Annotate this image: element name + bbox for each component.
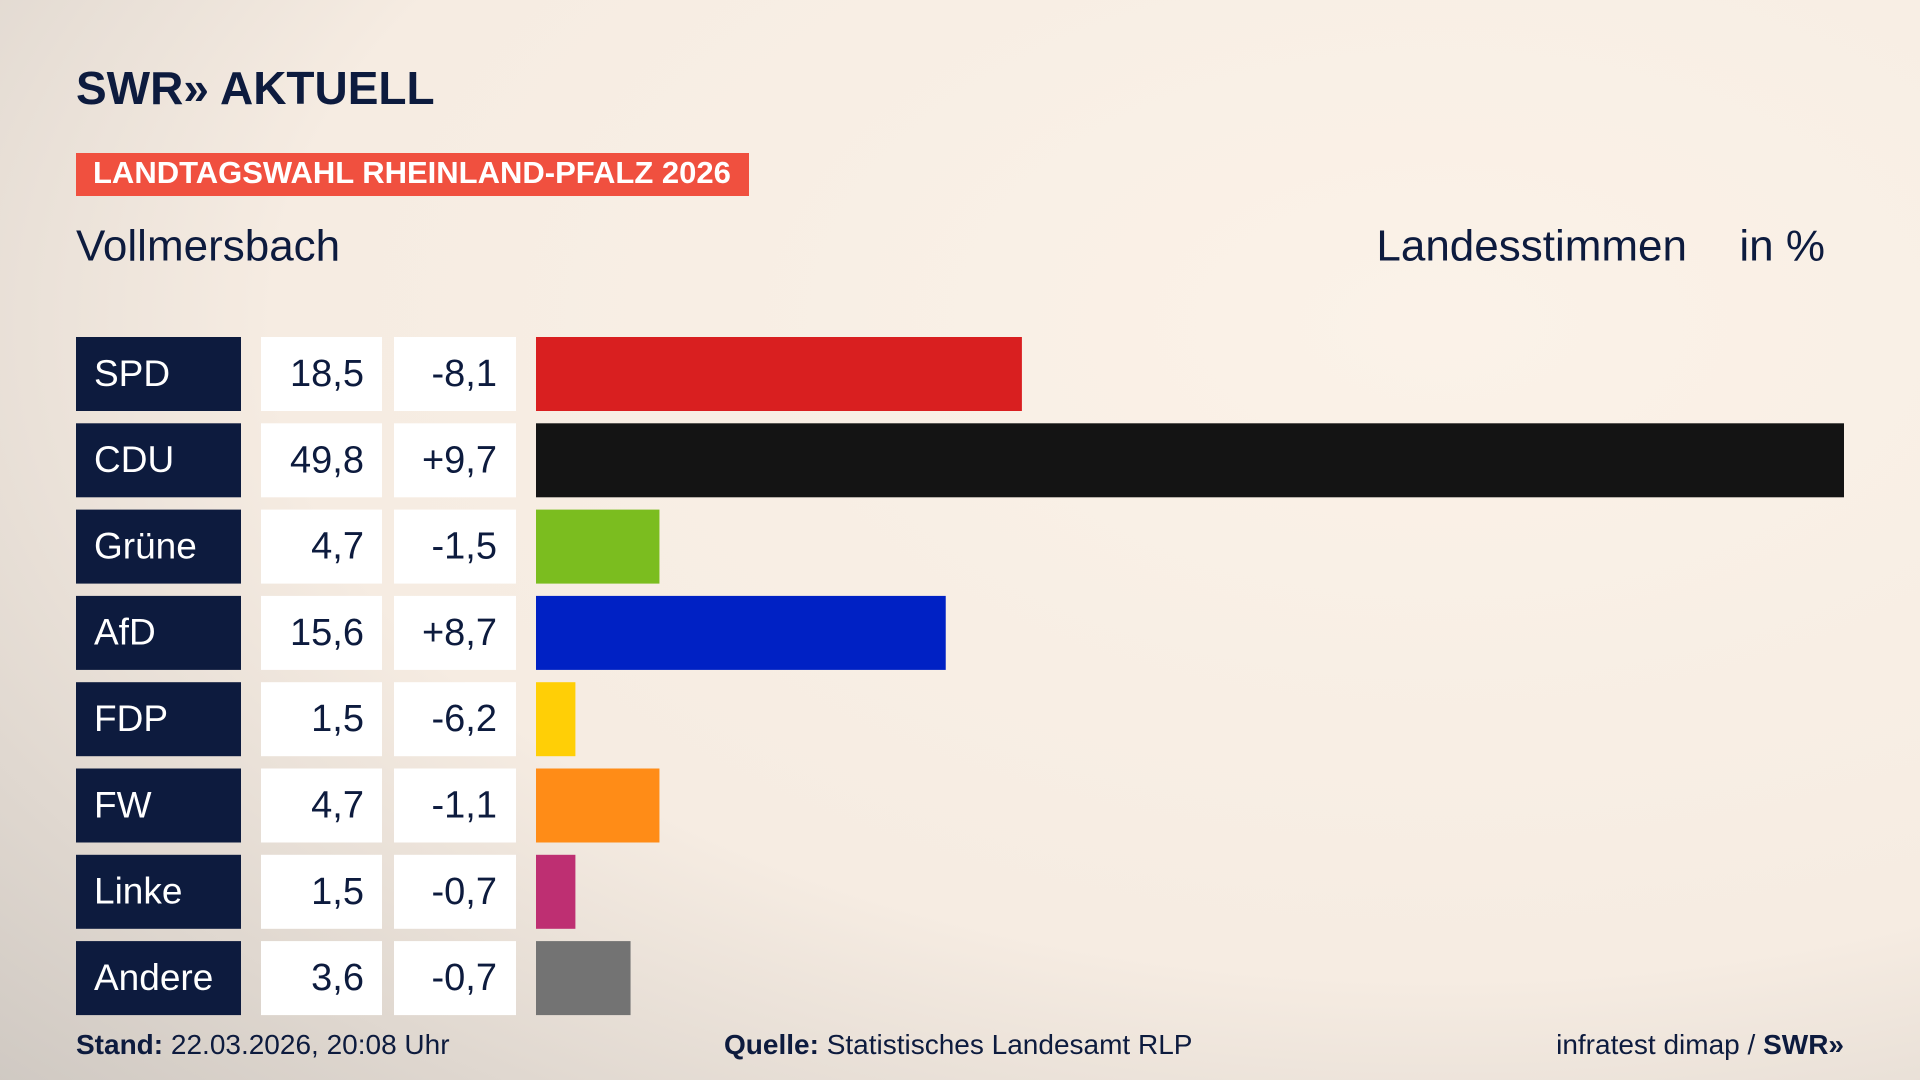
- change-box: [394, 682, 516, 757]
- change-label: -0,7: [432, 957, 497, 999]
- value-label: 15,6: [290, 612, 364, 654]
- change-box: [394, 768, 516, 843]
- value-label: 4,7: [311, 785, 364, 827]
- party-label: FW: [94, 784, 152, 825]
- footer-source: Quelle: Statistisches Landesamt RLP: [724, 1029, 1192, 1060]
- value-label: 1,5: [311, 871, 364, 913]
- value-box: [261, 682, 382, 757]
- measure: Landesstimmen: [1376, 222, 1687, 271]
- party-label: Linke: [94, 871, 182, 912]
- change-box: [394, 854, 516, 929]
- change-box: [394, 337, 516, 411]
- value-label: 3,6: [311, 957, 364, 999]
- change-box: [394, 595, 516, 670]
- value-box: [261, 941, 382, 1016]
- credit: infratest dimap /: [1556, 1029, 1755, 1060]
- source: Statistisches Landesamt RLP: [827, 1029, 1193, 1060]
- brand-logo: SWR» AKTUELL: [76, 62, 435, 114]
- unit: in %: [1739, 222, 1825, 271]
- stand: 22.03.2026, 20:08 Uhr: [171, 1029, 450, 1060]
- change-label: -6,2: [432, 698, 497, 740]
- title-box: [76, 153, 749, 196]
- value-box: [261, 337, 382, 411]
- value-box: [261, 595, 382, 670]
- party-label: Grüne: [94, 525, 197, 566]
- value-label: 1,5: [311, 698, 364, 740]
- change-box: [394, 941, 516, 1016]
- subtitle: Vollmersbach: [76, 222, 340, 271]
- bar: [536, 768, 660, 843]
- bar: [536, 941, 631, 1016]
- party-box: [76, 595, 241, 670]
- party-box: [76, 768, 241, 843]
- chart-title: LANDTAGSWAHL RHEINLAND-PFALZ 2026: [93, 155, 731, 190]
- value-label: 18,5: [290, 353, 364, 395]
- value-label: 49,8: [290, 439, 364, 481]
- bar: [536, 509, 660, 584]
- footer-credit: infratest dimap / SWR»: [1556, 1029, 1844, 1060]
- change-label: -8,1: [432, 353, 497, 395]
- change-label: -0,7: [432, 871, 497, 913]
- change-label: +9,7: [422, 439, 497, 481]
- change-label: +8,7: [422, 612, 497, 654]
- party-label: AfD: [94, 612, 156, 653]
- stand-label: Stand:: [76, 1029, 163, 1060]
- party-box: [76, 941, 241, 1016]
- footer-stand: Stand: 22.03.2026, 20:08 Uhr: [76, 1029, 450, 1060]
- value-box: [261, 509, 382, 584]
- party-label: FDP: [94, 698, 168, 739]
- party-box: [76, 423, 241, 498]
- party-label: SPD: [94, 353, 170, 394]
- party-label: Andere: [94, 957, 213, 998]
- change-label: -1,1: [432, 785, 497, 827]
- party-box: [76, 682, 241, 757]
- party-label: CDU: [94, 439, 174, 480]
- value-box: [261, 768, 382, 843]
- bar: [536, 595, 946, 670]
- party-box: [76, 337, 241, 411]
- value-box: [261, 854, 382, 929]
- bar: [536, 337, 1022, 411]
- value-label: 4,7: [311, 526, 364, 568]
- bar: [536, 423, 1844, 498]
- bar: [536, 682, 576, 757]
- value-box: [261, 423, 382, 498]
- change-box: [394, 423, 516, 498]
- change-box: [394, 509, 516, 584]
- credit-brand: SWR»: [1763, 1029, 1844, 1060]
- change-label: -1,5: [432, 526, 497, 568]
- party-box: [76, 854, 241, 929]
- source-label: Quelle:: [724, 1029, 819, 1060]
- party-box: [76, 509, 241, 584]
- bar: [536, 854, 576, 929]
